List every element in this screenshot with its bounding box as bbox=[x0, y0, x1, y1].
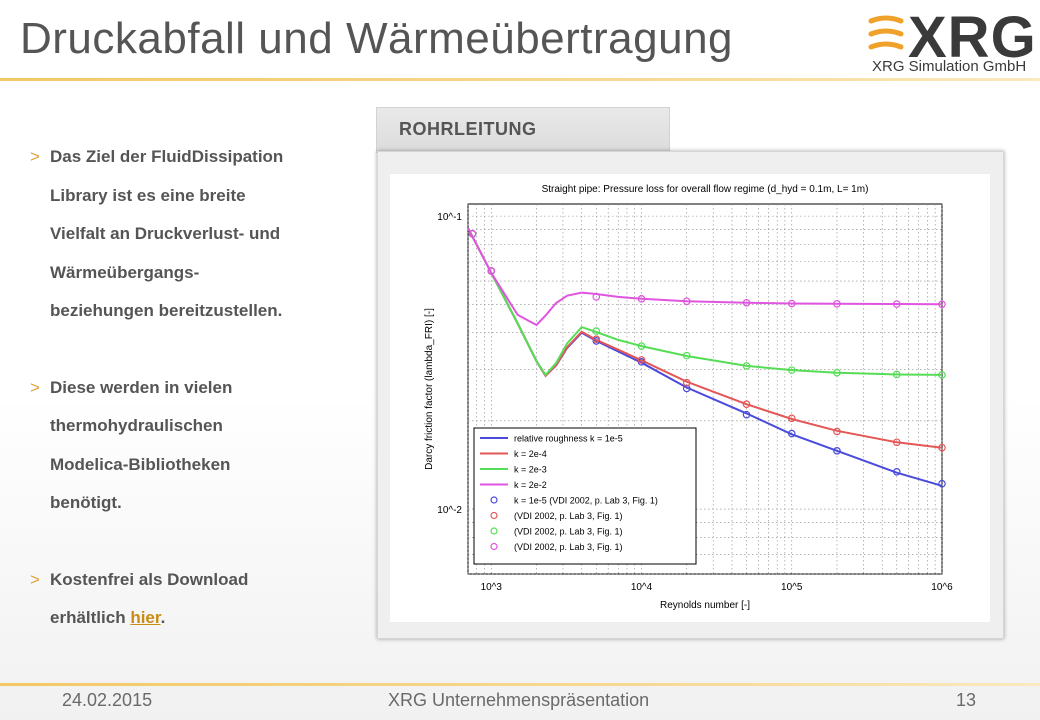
legend-entry: k = 2e-2 bbox=[514, 480, 547, 490]
legend-box bbox=[473, 427, 697, 565]
data-point bbox=[592, 335, 601, 344]
data-point bbox=[742, 362, 751, 370]
bullet-text: thermohydraulischen bbox=[50, 416, 223, 435]
download-link[interactable]: hier bbox=[130, 608, 161, 627]
chart-title: Straight pipe: Pressure loss for overall… bbox=[542, 184, 869, 195]
series-line bbox=[467, 227, 943, 377]
data-point bbox=[742, 298, 751, 307]
legend-entry: (VDI 2002, p. Lab 3, Fig. 1) bbox=[514, 542, 623, 552]
footer-divider bbox=[0, 683, 1040, 686]
logo-waves-icon bbox=[868, 15, 904, 50]
legend-entry: k = 2e-4 bbox=[514, 449, 547, 459]
data-point bbox=[787, 414, 796, 423]
bullet-text: Das Ziel der FluidDissipation bbox=[50, 147, 284, 166]
x-tick-label: 10^4 bbox=[631, 582, 653, 593]
x-tick-label: 10^6 bbox=[931, 582, 953, 593]
title-divider bbox=[0, 78, 1040, 81]
data-point bbox=[592, 293, 601, 301]
slide-title: Druckabfall und Wärmeübertragung bbox=[20, 14, 734, 63]
legend-swatch bbox=[490, 511, 498, 520]
legend-entry: (VDI 2002, p. Lab 3, Fig. 1) bbox=[514, 511, 623, 521]
data-point bbox=[787, 366, 796, 374]
data-point bbox=[487, 267, 496, 275]
bullet-item: > Kostenfrei als Download erhältlich hier… bbox=[30, 561, 360, 638]
bullet-item: > Diese werden in vielen thermohydraulisc… bbox=[30, 369, 360, 523]
data-point bbox=[938, 443, 946, 452]
bullet-text: Diese werden in vielen bbox=[50, 377, 233, 397]
page-number: 13 bbox=[956, 690, 977, 710]
y-tick-label: 10^-1 bbox=[437, 212, 462, 223]
section-tab-label: ROHRLEITUNG bbox=[399, 119, 537, 139]
data-point bbox=[682, 378, 691, 387]
y-tick-label: 10^-2 bbox=[437, 505, 462, 516]
y-axis-label: Darcy friction factor (lambda_FRI) [-] bbox=[424, 308, 435, 470]
bullet-arrow: > bbox=[30, 569, 40, 589]
data-point bbox=[833, 447, 841, 455]
x-tick-label: 10^5 bbox=[781, 582, 803, 593]
data-point bbox=[742, 410, 751, 419]
bullet-text: benötigt. bbox=[50, 493, 122, 512]
bullet-arrow: > bbox=[30, 377, 40, 397]
data-point bbox=[938, 479, 946, 488]
data-point bbox=[833, 368, 841, 377]
logo-wordmark: XRG bbox=[908, 5, 1037, 70]
bullet-text: Modelica-Bibliotheken bbox=[50, 454, 231, 474]
bullet-arrow: > bbox=[30, 147, 40, 166]
legend-entry: (VDI 2002, p. Lab 3, Fig. 1) bbox=[514, 527, 623, 537]
data-point bbox=[892, 438, 901, 447]
legend-swatch bbox=[490, 527, 498, 535]
data-point bbox=[637, 342, 646, 350]
data-point bbox=[938, 371, 946, 379]
section-tab: ROHRLEITUNG bbox=[376, 107, 670, 153]
bullet-list: > Das Ziel der FluidDissipation Library i… bbox=[30, 138, 360, 638]
bullet-text: Library ist es eine breite bbox=[50, 185, 246, 205]
data-point bbox=[833, 427, 841, 436]
x-axis-label: Reynolds number [-] bbox=[660, 600, 750, 611]
legend-entry: relative roughness k = 1e-5 bbox=[514, 434, 623, 444]
data-point bbox=[468, 230, 477, 238]
data-point bbox=[742, 400, 751, 408]
data-point bbox=[892, 467, 901, 476]
data-point bbox=[592, 327, 601, 335]
bullet-text: Kostenfrei als Download bbox=[50, 569, 249, 589]
chart-container: 10^3 10^4 10^5 10^6 10^-1 10^-2 Straight pipe:… bbox=[390, 174, 990, 622]
data-point bbox=[637, 295, 646, 303]
bullet-text: Wärmeübergangs- bbox=[50, 262, 200, 282]
legend-swatch bbox=[490, 542, 498, 551]
footer-date: 24.02.2015 bbox=[62, 690, 153, 710]
legend-swatch bbox=[490, 496, 498, 504]
bullet-text: Vielfalt an Druckverlust- und bbox=[50, 224, 281, 243]
footer-title: XRG Unternehmenspräsentation bbox=[388, 690, 650, 710]
bullet-item: > Das Ziel der FluidDissipation Library i… bbox=[30, 138, 360, 331]
data-point bbox=[833, 299, 841, 308]
legend-entry: k = 1e-5 (VDI 2002, p. Lab 3, Fig. 1) bbox=[514, 496, 658, 506]
figure-frame: 10^3 10^4 10^5 10^6 10^-1 10^-2 Straight pipe:… bbox=[377, 151, 1004, 639]
data-point bbox=[637, 356, 646, 364]
data-point bbox=[682, 297, 691, 306]
data-point bbox=[892, 370, 901, 379]
company-logo: XRG XRG Simulation GmbH bbox=[868, 5, 1036, 76]
logo-subtitle: XRG Simulation GmbH bbox=[872, 58, 1027, 75]
data-point bbox=[938, 300, 946, 309]
data-point bbox=[787, 299, 796, 308]
data-point bbox=[787, 429, 796, 438]
data-point bbox=[682, 351, 691, 360]
bullet-text: beziehungen bereitzustellen. bbox=[50, 301, 283, 320]
data-point bbox=[892, 300, 901, 308]
friction-factor-chart: 10^3 10^4 10^5 10^6 10^-1 10^-2 Straight pipe:… bbox=[424, 184, 953, 611]
data-point bbox=[682, 384, 691, 393]
x-tick-label: 10^3 bbox=[481, 582, 503, 593]
legend-entry: k = 2e-3 bbox=[514, 465, 547, 475]
bullet-text: erhältlich bbox=[50, 608, 131, 627]
bullet-text: . bbox=[160, 608, 166, 627]
